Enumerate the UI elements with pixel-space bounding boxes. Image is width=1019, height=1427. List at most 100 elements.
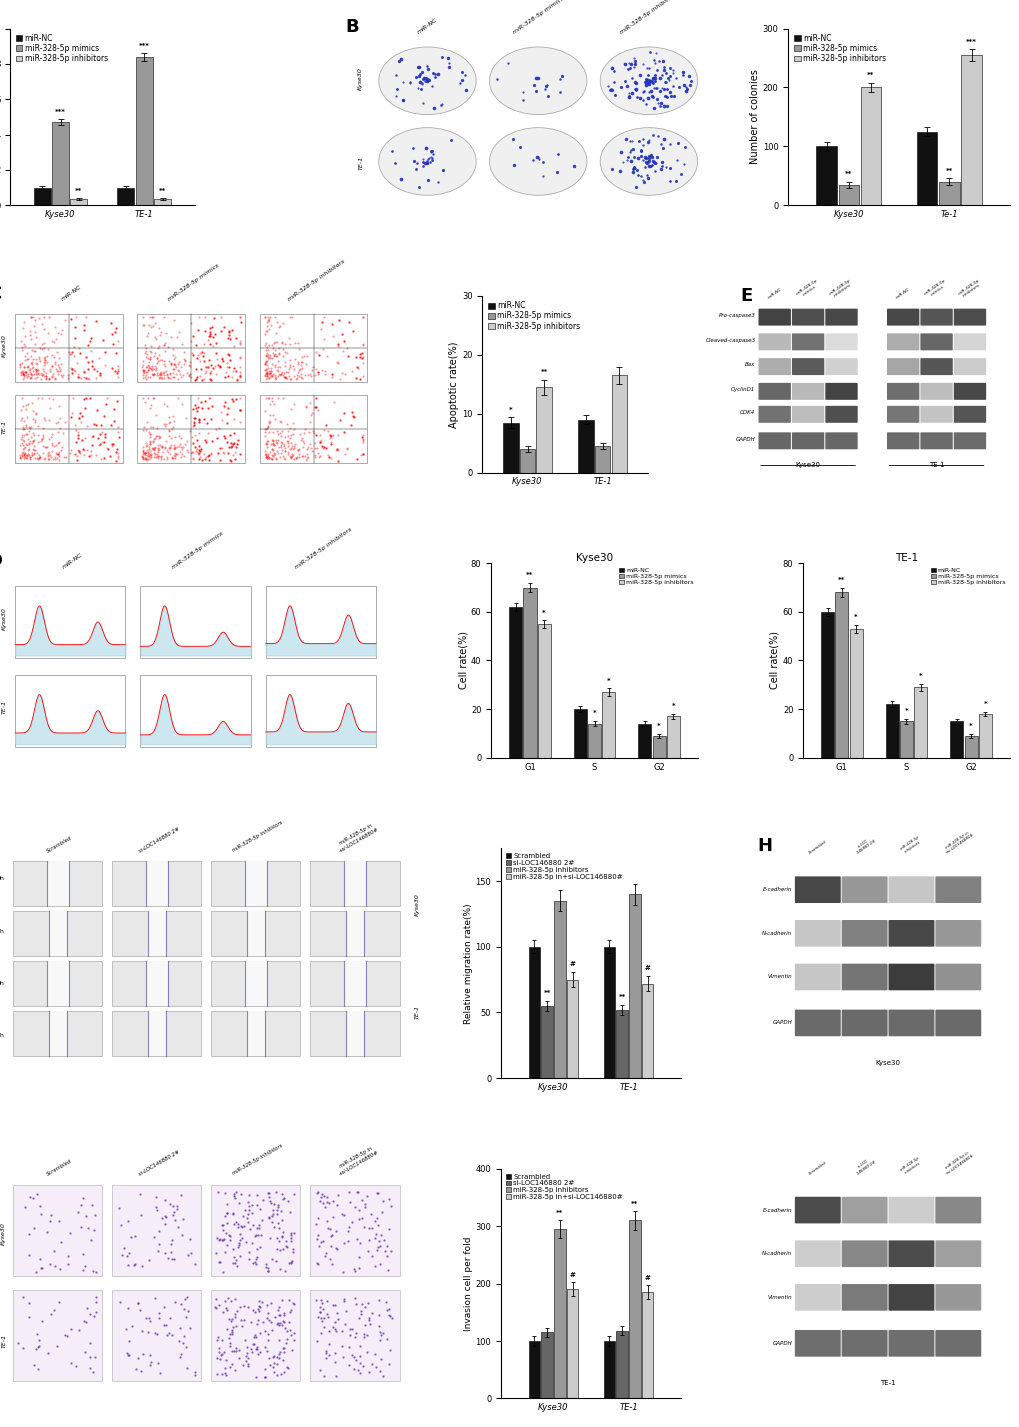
Point: [164, 415, 180, 438]
Point: [150, 438, 166, 461]
Point: [137, 447, 153, 469]
Point: [38, 367, 54, 390]
Point: [81, 367, 97, 390]
Point: [265, 404, 281, 427]
Bar: [541, 1333, 552, 1398]
Point: [322, 447, 338, 469]
Bar: [520, 450, 535, 472]
Point: [24, 351, 41, 374]
Point: [260, 357, 276, 380]
Point: [143, 445, 159, 468]
Point: [142, 397, 158, 420]
Point: [28, 358, 44, 381]
Point: [149, 442, 165, 465]
Point: [258, 445, 274, 468]
Point: [300, 445, 316, 468]
Point: [278, 342, 294, 365]
Point: [165, 362, 181, 385]
Point: [208, 418, 224, 441]
FancyBboxPatch shape: [824, 358, 857, 375]
Point: [162, 361, 178, 384]
Point: [338, 437, 355, 459]
Point: [145, 387, 161, 410]
Point: [185, 344, 202, 367]
Point: [42, 358, 58, 381]
Point: [335, 402, 352, 425]
Bar: [13, 1290, 102, 1381]
Point: [232, 330, 249, 352]
Point: [15, 367, 32, 390]
Point: [35, 417, 51, 440]
Point: [354, 428, 370, 451]
Point: [71, 365, 88, 388]
Text: **: **: [618, 995, 626, 1000]
Text: CyclinD1: CyclinD1: [731, 387, 755, 392]
Point: [12, 447, 29, 469]
Point: [354, 425, 370, 448]
Point: [29, 360, 45, 382]
Point: [35, 362, 51, 385]
Point: [144, 305, 160, 328]
Point: [38, 364, 54, 387]
Point: [280, 361, 297, 384]
Point: [150, 434, 166, 457]
Point: [30, 424, 46, 447]
Point: [142, 365, 158, 388]
Point: [333, 323, 350, 345]
Point: [202, 323, 218, 345]
Point: [37, 351, 53, 374]
Text: GAPDH: GAPDH: [771, 1341, 792, 1346]
Point: [50, 442, 66, 465]
FancyBboxPatch shape: [887, 432, 918, 450]
Point: [215, 441, 231, 464]
Point: [279, 425, 296, 448]
Point: [140, 360, 156, 382]
Point: [232, 305, 249, 328]
Point: [186, 392, 203, 415]
Point: [265, 342, 281, 365]
Point: [354, 365, 370, 388]
Point: [65, 387, 82, 410]
Point: [232, 411, 249, 434]
Point: [142, 422, 158, 445]
Ellipse shape: [599, 47, 697, 114]
Point: [18, 361, 35, 384]
Point: [197, 361, 213, 384]
Point: [141, 438, 157, 461]
Point: [267, 364, 283, 387]
Point: [286, 447, 303, 469]
Point: [266, 434, 282, 457]
Text: miR-328-5p in
+si-LOC146880#: miR-328-5p in +si-LOC146880#: [942, 829, 973, 855]
Point: [40, 338, 56, 361]
Bar: [310, 1184, 399, 1276]
Point: [222, 431, 238, 454]
Point: [189, 400, 205, 422]
FancyBboxPatch shape: [934, 1010, 980, 1036]
FancyBboxPatch shape: [919, 405, 952, 422]
Point: [146, 358, 162, 381]
Point: [319, 345, 335, 368]
Point: [298, 448, 314, 471]
Point: [135, 361, 151, 384]
Point: [40, 445, 56, 468]
Point: [354, 332, 370, 355]
Point: [98, 392, 114, 415]
Point: [352, 342, 368, 365]
Bar: [567, 979, 578, 1077]
Point: [135, 387, 151, 410]
Point: [191, 440, 207, 462]
Point: [232, 331, 249, 354]
Point: [184, 432, 201, 455]
Point: [153, 364, 169, 387]
Point: [191, 387, 207, 410]
Text: miR-328-5p mimics: miR-328-5p mimics: [512, 0, 565, 34]
Point: [137, 334, 153, 357]
Point: [290, 445, 307, 468]
Point: [16, 442, 33, 465]
Point: [163, 434, 179, 457]
Point: [303, 364, 319, 387]
Point: [202, 387, 218, 410]
Point: [48, 357, 64, 380]
Point: [138, 435, 154, 458]
Text: E-cadherin: E-cadherin: [762, 888, 792, 892]
